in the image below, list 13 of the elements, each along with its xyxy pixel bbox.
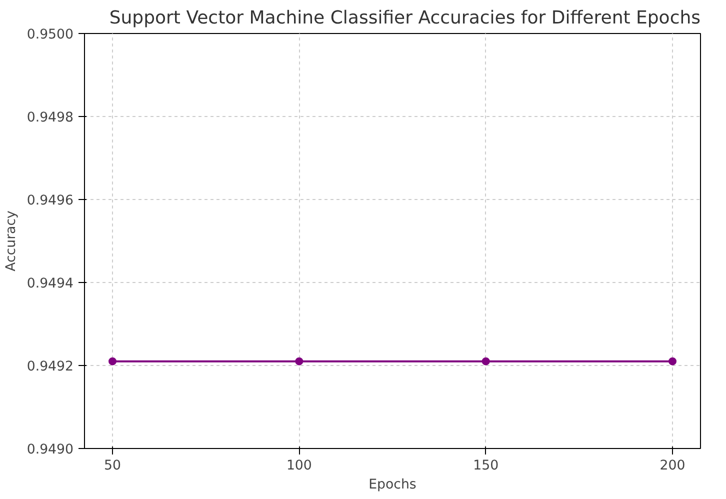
x-tick-label: 150 (473, 458, 499, 474)
y-axis-title: Accuracy (4, 210, 19, 272)
y-tick-label: 0.9490 (26, 442, 74, 458)
y-tick-label: 0.9492 (26, 360, 74, 374)
x-tick-label: 100 (286, 458, 312, 474)
x-tick-label: 50 (104, 458, 121, 474)
x-tick-label: 200 (660, 458, 686, 474)
y-tick-label: 0.9494 (26, 276, 74, 292)
y-tick-label: 0.9500 (26, 28, 74, 42)
y-tick-label: 0.9496 (26, 194, 74, 208)
y-tick-label: 0.9498 (26, 110, 74, 126)
chart-title: Support Vector Machine Classifier Accuracies for Different Epochs (109, 8, 700, 28)
x-axis-title: Epochs (368, 478, 416, 492)
